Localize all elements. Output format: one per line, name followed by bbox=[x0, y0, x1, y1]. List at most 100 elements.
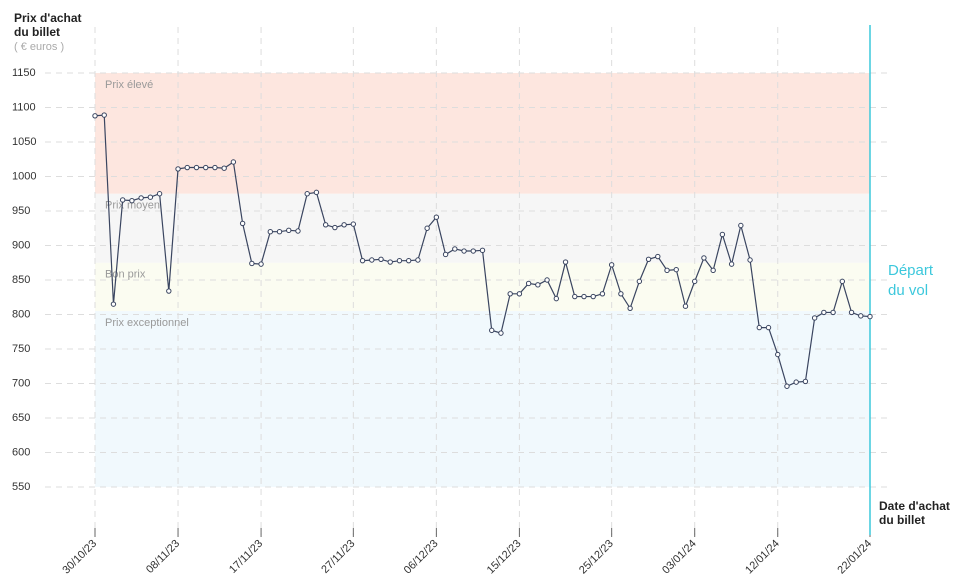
y-tick-label: 700 bbox=[12, 377, 30, 389]
price-point bbox=[249, 260, 255, 267]
price-point bbox=[359, 257, 366, 264]
price-point bbox=[562, 259, 569, 265]
price-point bbox=[313, 189, 320, 196]
price-point bbox=[636, 278, 643, 285]
price-band bbox=[95, 73, 870, 194]
event-label: Départ du vol bbox=[888, 262, 934, 299]
price-point bbox=[470, 248, 476, 254]
price-point bbox=[147, 194, 154, 200]
price-point bbox=[276, 229, 283, 235]
price-point bbox=[516, 291, 523, 297]
price-point bbox=[673, 266, 679, 273]
price-point bbox=[747, 257, 753, 263]
price-point bbox=[415, 257, 421, 263]
y-tick-label: 950 bbox=[12, 205, 30, 217]
price-point bbox=[627, 305, 633, 311]
price-point bbox=[498, 330, 504, 336]
price-point bbox=[572, 293, 578, 300]
y-tick-label: 1050 bbox=[12, 136, 36, 148]
price-point bbox=[811, 315, 818, 321]
price-point bbox=[775, 351, 781, 358]
price-point bbox=[608, 262, 615, 268]
price-point bbox=[387, 259, 393, 265]
price-point bbox=[92, 113, 98, 119]
price-point bbox=[378, 256, 384, 262]
price-point bbox=[821, 309, 827, 316]
price-point bbox=[258, 261, 264, 267]
x-tick-label: 27/11/23 bbox=[319, 538, 357, 576]
price-point bbox=[267, 229, 273, 235]
y-title: Prix d'achat du billet bbox=[14, 11, 82, 39]
price-point bbox=[710, 267, 716, 274]
price-point bbox=[618, 291, 624, 297]
price-point bbox=[433, 214, 440, 220]
price-point bbox=[655, 253, 661, 260]
price-point bbox=[304, 191, 310, 197]
price-point bbox=[295, 228, 301, 234]
band-label: Prix moyen bbox=[105, 200, 160, 212]
price-point bbox=[553, 295, 560, 302]
price-point bbox=[479, 247, 486, 254]
price-point bbox=[664, 267, 670, 274]
y-tick-label: 900 bbox=[12, 239, 30, 251]
x-tick-label: 03/01/24 bbox=[660, 538, 699, 577]
band-label: Prix exceptionnel bbox=[105, 317, 189, 329]
price-point bbox=[184, 164, 190, 171]
price-point bbox=[830, 309, 836, 316]
price-point bbox=[212, 164, 218, 171]
price-point bbox=[341, 222, 347, 228]
y-unit: ( € euros ) bbox=[14, 41, 65, 53]
price-point bbox=[156, 191, 163, 197]
y-tick-label: 600 bbox=[12, 446, 30, 458]
price-point bbox=[405, 257, 412, 264]
y-tick-label: 750 bbox=[12, 343, 30, 355]
price-point bbox=[525, 280, 532, 287]
price-point bbox=[599, 291, 606, 297]
price-point bbox=[645, 256, 652, 262]
price-point bbox=[765, 324, 772, 331]
price-point bbox=[239, 220, 246, 227]
price-band bbox=[95, 311, 870, 487]
price-point bbox=[756, 324, 762, 331]
price-point bbox=[719, 231, 726, 238]
y-tick-label: 1000 bbox=[12, 170, 36, 182]
price-point bbox=[535, 282, 541, 288]
price-point bbox=[581, 293, 587, 300]
price-point bbox=[396, 257, 403, 264]
price-point bbox=[507, 291, 513, 297]
price-point bbox=[452, 246, 458, 252]
x-tick-label: 08/11/23 bbox=[144, 538, 182, 576]
x-tick-label: 17/11/23 bbox=[227, 538, 265, 576]
price-point bbox=[101, 112, 107, 118]
x-tick-label: 25/12/23 bbox=[577, 538, 616, 577]
price-point bbox=[322, 222, 329, 228]
price-point bbox=[193, 164, 200, 171]
band-label: Bon prix bbox=[105, 269, 146, 281]
price-point bbox=[221, 165, 227, 171]
x-tick-label: 30/10/23 bbox=[60, 538, 99, 577]
x-title: Date d'achat du billet bbox=[879, 499, 950, 527]
price-point bbox=[332, 224, 338, 231]
price-point bbox=[802, 378, 809, 385]
price-point bbox=[119, 197, 126, 203]
price-point bbox=[442, 251, 449, 258]
price-point bbox=[728, 261, 735, 267]
x-tick-label: 06/12/23 bbox=[402, 538, 441, 577]
price-point bbox=[175, 166, 181, 172]
y-tick-label: 550 bbox=[12, 481, 30, 493]
x-tick-label: 12/01/24 bbox=[743, 538, 782, 577]
price-point bbox=[286, 227, 292, 234]
x-tick-label: 22/01/24 bbox=[835, 538, 874, 577]
price-point bbox=[424, 225, 430, 231]
y-tick-label: 800 bbox=[12, 308, 30, 320]
y-tick-label: 850 bbox=[12, 274, 30, 286]
y-tick-label: 1150 bbox=[12, 67, 36, 79]
price-band bbox=[95, 262, 870, 312]
price-point bbox=[867, 313, 873, 320]
price-point bbox=[784, 383, 790, 389]
price-point bbox=[230, 159, 237, 165]
price-point bbox=[839, 278, 846, 285]
price-point bbox=[793, 379, 799, 385]
